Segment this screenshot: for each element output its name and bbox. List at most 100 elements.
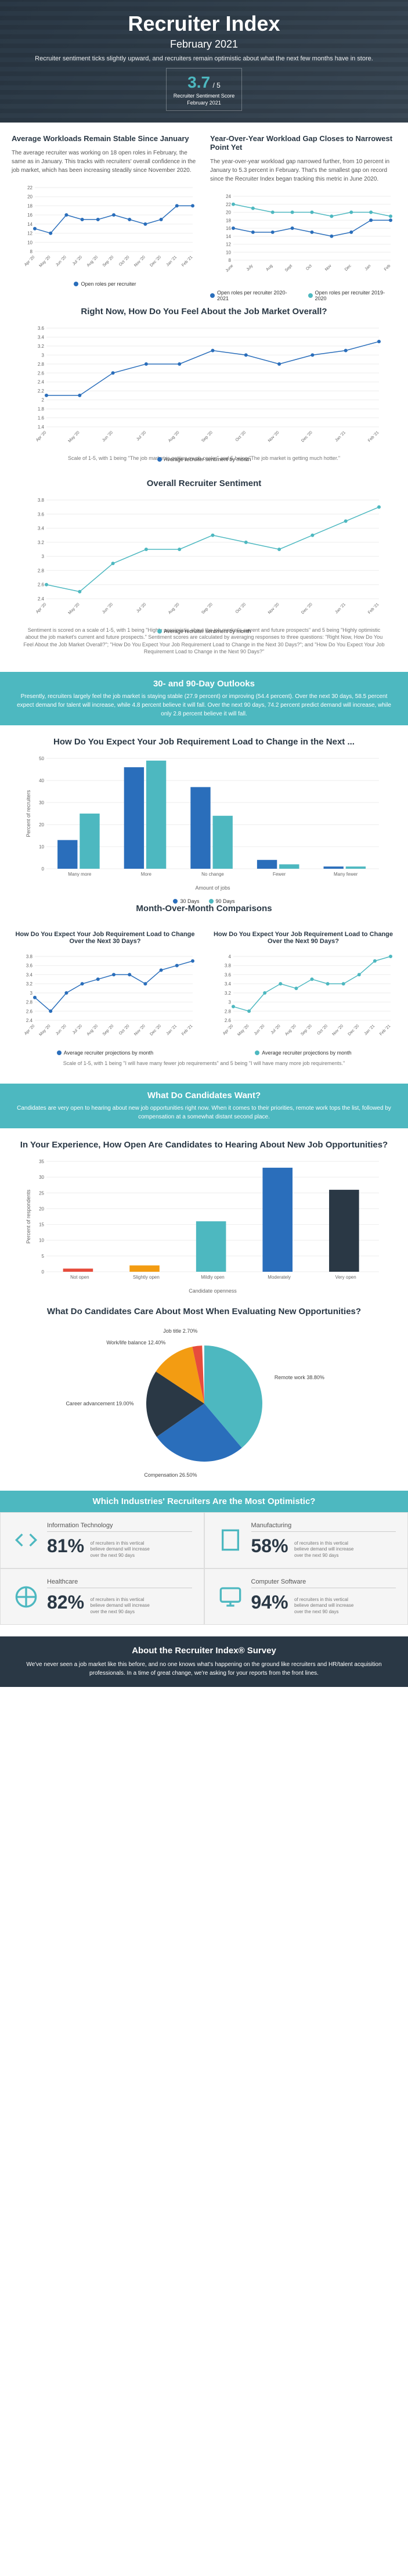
svg-text:3.6: 3.6 <box>26 963 33 969</box>
svg-text:3: 3 <box>30 991 33 996</box>
score-label-1: Recruiter Sentiment Score <box>174 93 235 99</box>
candidates-banner-title: What Do Candidates Want? <box>12 1091 396 1100</box>
svg-text:3.6: 3.6 <box>38 326 45 331</box>
workloads-left-title: Average Workloads Remain Stable Since Ja… <box>12 134 198 143</box>
svg-text:1.6: 1.6 <box>38 416 45 421</box>
score-value: 3.7 <box>187 73 210 91</box>
svg-text:No change: No change <box>201 872 224 877</box>
openness-chart: 05101520253035Percent of respondentsNot … <box>23 1156 385 1295</box>
outlooks-banner: 30- and 90-Day Outlooks Presently, recru… <box>0 672 408 725</box>
openness-title: In Your Experience, How Open Are Candida… <box>0 1140 408 1150</box>
industry-name: Healthcare <box>47 1578 192 1588</box>
svg-text:12: 12 <box>27 231 33 236</box>
svg-text:Nov '20: Nov '20 <box>332 1024 345 1037</box>
mom-footnote: Scale of 1-5, with 1 being "I will have … <box>0 1055 408 1072</box>
req-load-chart: 01020304050Percent of recruitersMany mor… <box>23 753 385 892</box>
industry-name: Computer Software <box>251 1578 396 1588</box>
industry-pct: 82% <box>47 1592 84 1613</box>
svg-text:Amount of jobs: Amount of jobs <box>195 885 230 891</box>
svg-text:Nov '20: Nov '20 <box>268 430 280 443</box>
svg-text:Aug '20: Aug '20 <box>86 1024 99 1037</box>
svg-text:10: 10 <box>39 1237 44 1243</box>
svg-text:Sep '20: Sep '20 <box>201 430 214 443</box>
industry-desc: of recruiters in this vertical believe d… <box>294 1597 364 1615</box>
svg-text:Jun '20: Jun '20 <box>102 430 114 442</box>
svg-text:Apr '20: Apr '20 <box>222 1024 234 1036</box>
workloads-section: Average Workloads Remain Stable Since Ja… <box>0 123 408 295</box>
svg-text:3.2: 3.2 <box>26 981 33 987</box>
svg-text:Jan: Jan <box>364 264 372 271</box>
pie-chart: Remote work 38.80%Compensation 26.50%Car… <box>0 1322 408 1491</box>
svg-text:20: 20 <box>39 1206 44 1211</box>
svg-text:3.4: 3.4 <box>225 981 232 987</box>
svg-text:Nov '20: Nov '20 <box>133 1024 146 1037</box>
svg-text:22: 22 <box>27 185 33 190</box>
svg-text:14: 14 <box>27 222 33 227</box>
svg-text:Fewer: Fewer <box>273 872 286 877</box>
outlooks-banner-title: 30- and 90-Day Outlooks <box>12 679 396 689</box>
medical-icon <box>12 1583 40 1611</box>
svg-text:Aug '20: Aug '20 <box>284 1024 297 1037</box>
svg-text:Feb: Feb <box>384 264 392 272</box>
svg-text:Dec '20: Dec '20 <box>348 1024 360 1037</box>
svg-text:3.4: 3.4 <box>26 972 33 977</box>
svg-text:2.4: 2.4 <box>38 380 45 385</box>
svg-text:Jul '20: Jul '20 <box>72 1024 83 1035</box>
svg-text:Nov: Nov <box>324 264 333 272</box>
svg-text:8: 8 <box>30 249 33 254</box>
pie-title: What Do Candidates Care About Most When … <box>0 1307 408 1316</box>
svg-text:50: 50 <box>39 756 44 761</box>
svg-text:Percent of respondents: Percent of respondents <box>26 1189 31 1244</box>
svg-text:3.2: 3.2 <box>225 991 232 996</box>
svg-text:2.4: 2.4 <box>26 1018 33 1023</box>
svg-text:3.2: 3.2 <box>38 344 45 349</box>
svg-text:8: 8 <box>229 258 232 263</box>
svg-text:May '20: May '20 <box>237 1024 250 1037</box>
industry-desc: of recruiters in this vertical believe d… <box>91 1597 160 1615</box>
svg-text:Oct: Oct <box>305 264 313 271</box>
svg-text:3.6: 3.6 <box>38 512 45 517</box>
svg-text:Sept: Sept <box>284 264 293 272</box>
svg-text:July: July <box>246 264 254 272</box>
svg-text:4: 4 <box>229 954 232 959</box>
svg-text:Jul '20: Jul '20 <box>136 602 147 613</box>
workloads-left-text: The average recruiter was working on 18 … <box>12 149 198 175</box>
svg-text:2.4: 2.4 <box>38 596 45 602</box>
svg-text:2.6: 2.6 <box>38 370 45 376</box>
building-icon <box>216 1526 244 1554</box>
mom30-title: How Do You Expect Your Job Requirement L… <box>12 931 198 945</box>
header: Recruiter Index February 2021 Recruiter … <box>0 0 408 123</box>
svg-text:Not open: Not open <box>70 1275 89 1280</box>
svg-text:2.6: 2.6 <box>26 1009 33 1014</box>
industry-cell: Manufacturing 58% of recruiters in this … <box>204 1512 408 1568</box>
svg-text:Dec '20: Dec '20 <box>301 430 313 443</box>
svg-text:Apr '20: Apr '20 <box>24 1024 36 1036</box>
code-icon <box>12 1526 40 1554</box>
svg-text:25: 25 <box>39 1190 44 1196</box>
header-month: February 2021 <box>12 38 396 51</box>
about-banner: About the Recruiter Index® Survey We've … <box>0 1636 408 1687</box>
svg-text:Jul '20: Jul '20 <box>136 430 147 441</box>
svg-text:18: 18 <box>27 203 33 208</box>
svg-text:3.8: 3.8 <box>225 963 232 969</box>
svg-text:0: 0 <box>42 1269 45 1275</box>
svg-text:Mildly open: Mildly open <box>201 1275 224 1280</box>
svg-text:30: 30 <box>39 800 44 805</box>
svg-text:14: 14 <box>226 234 231 239</box>
svg-text:Oct '20: Oct '20 <box>118 1024 131 1036</box>
industry-cell: Healthcare 82% of recruiters in this ver… <box>0 1568 204 1625</box>
candidates-banner: What Do Candidates Want? Candidates are … <box>0 1084 408 1128</box>
about-title: About the Recruiter Index® Survey <box>12 1646 396 1656</box>
svg-text:Oct '20: Oct '20 <box>118 255 131 267</box>
svg-text:Jun '20: Jun '20 <box>55 1024 67 1036</box>
feel-overall-title: Right Now, How Do You Feel About the Job… <box>0 307 408 316</box>
svg-text:More: More <box>141 872 152 877</box>
svg-text:May '20: May '20 <box>68 602 81 615</box>
svg-text:Slightly open: Slightly open <box>133 1275 160 1280</box>
svg-text:Sep '20: Sep '20 <box>300 1024 313 1037</box>
svg-text:Jan '21: Jan '21 <box>364 1024 376 1036</box>
svg-text:Candidate openness: Candidate openness <box>189 1288 237 1294</box>
svg-text:Apr '20: Apr '20 <box>35 602 48 614</box>
svg-text:Jun '20: Jun '20 <box>102 602 114 614</box>
svg-text:2.8: 2.8 <box>225 1009 232 1014</box>
